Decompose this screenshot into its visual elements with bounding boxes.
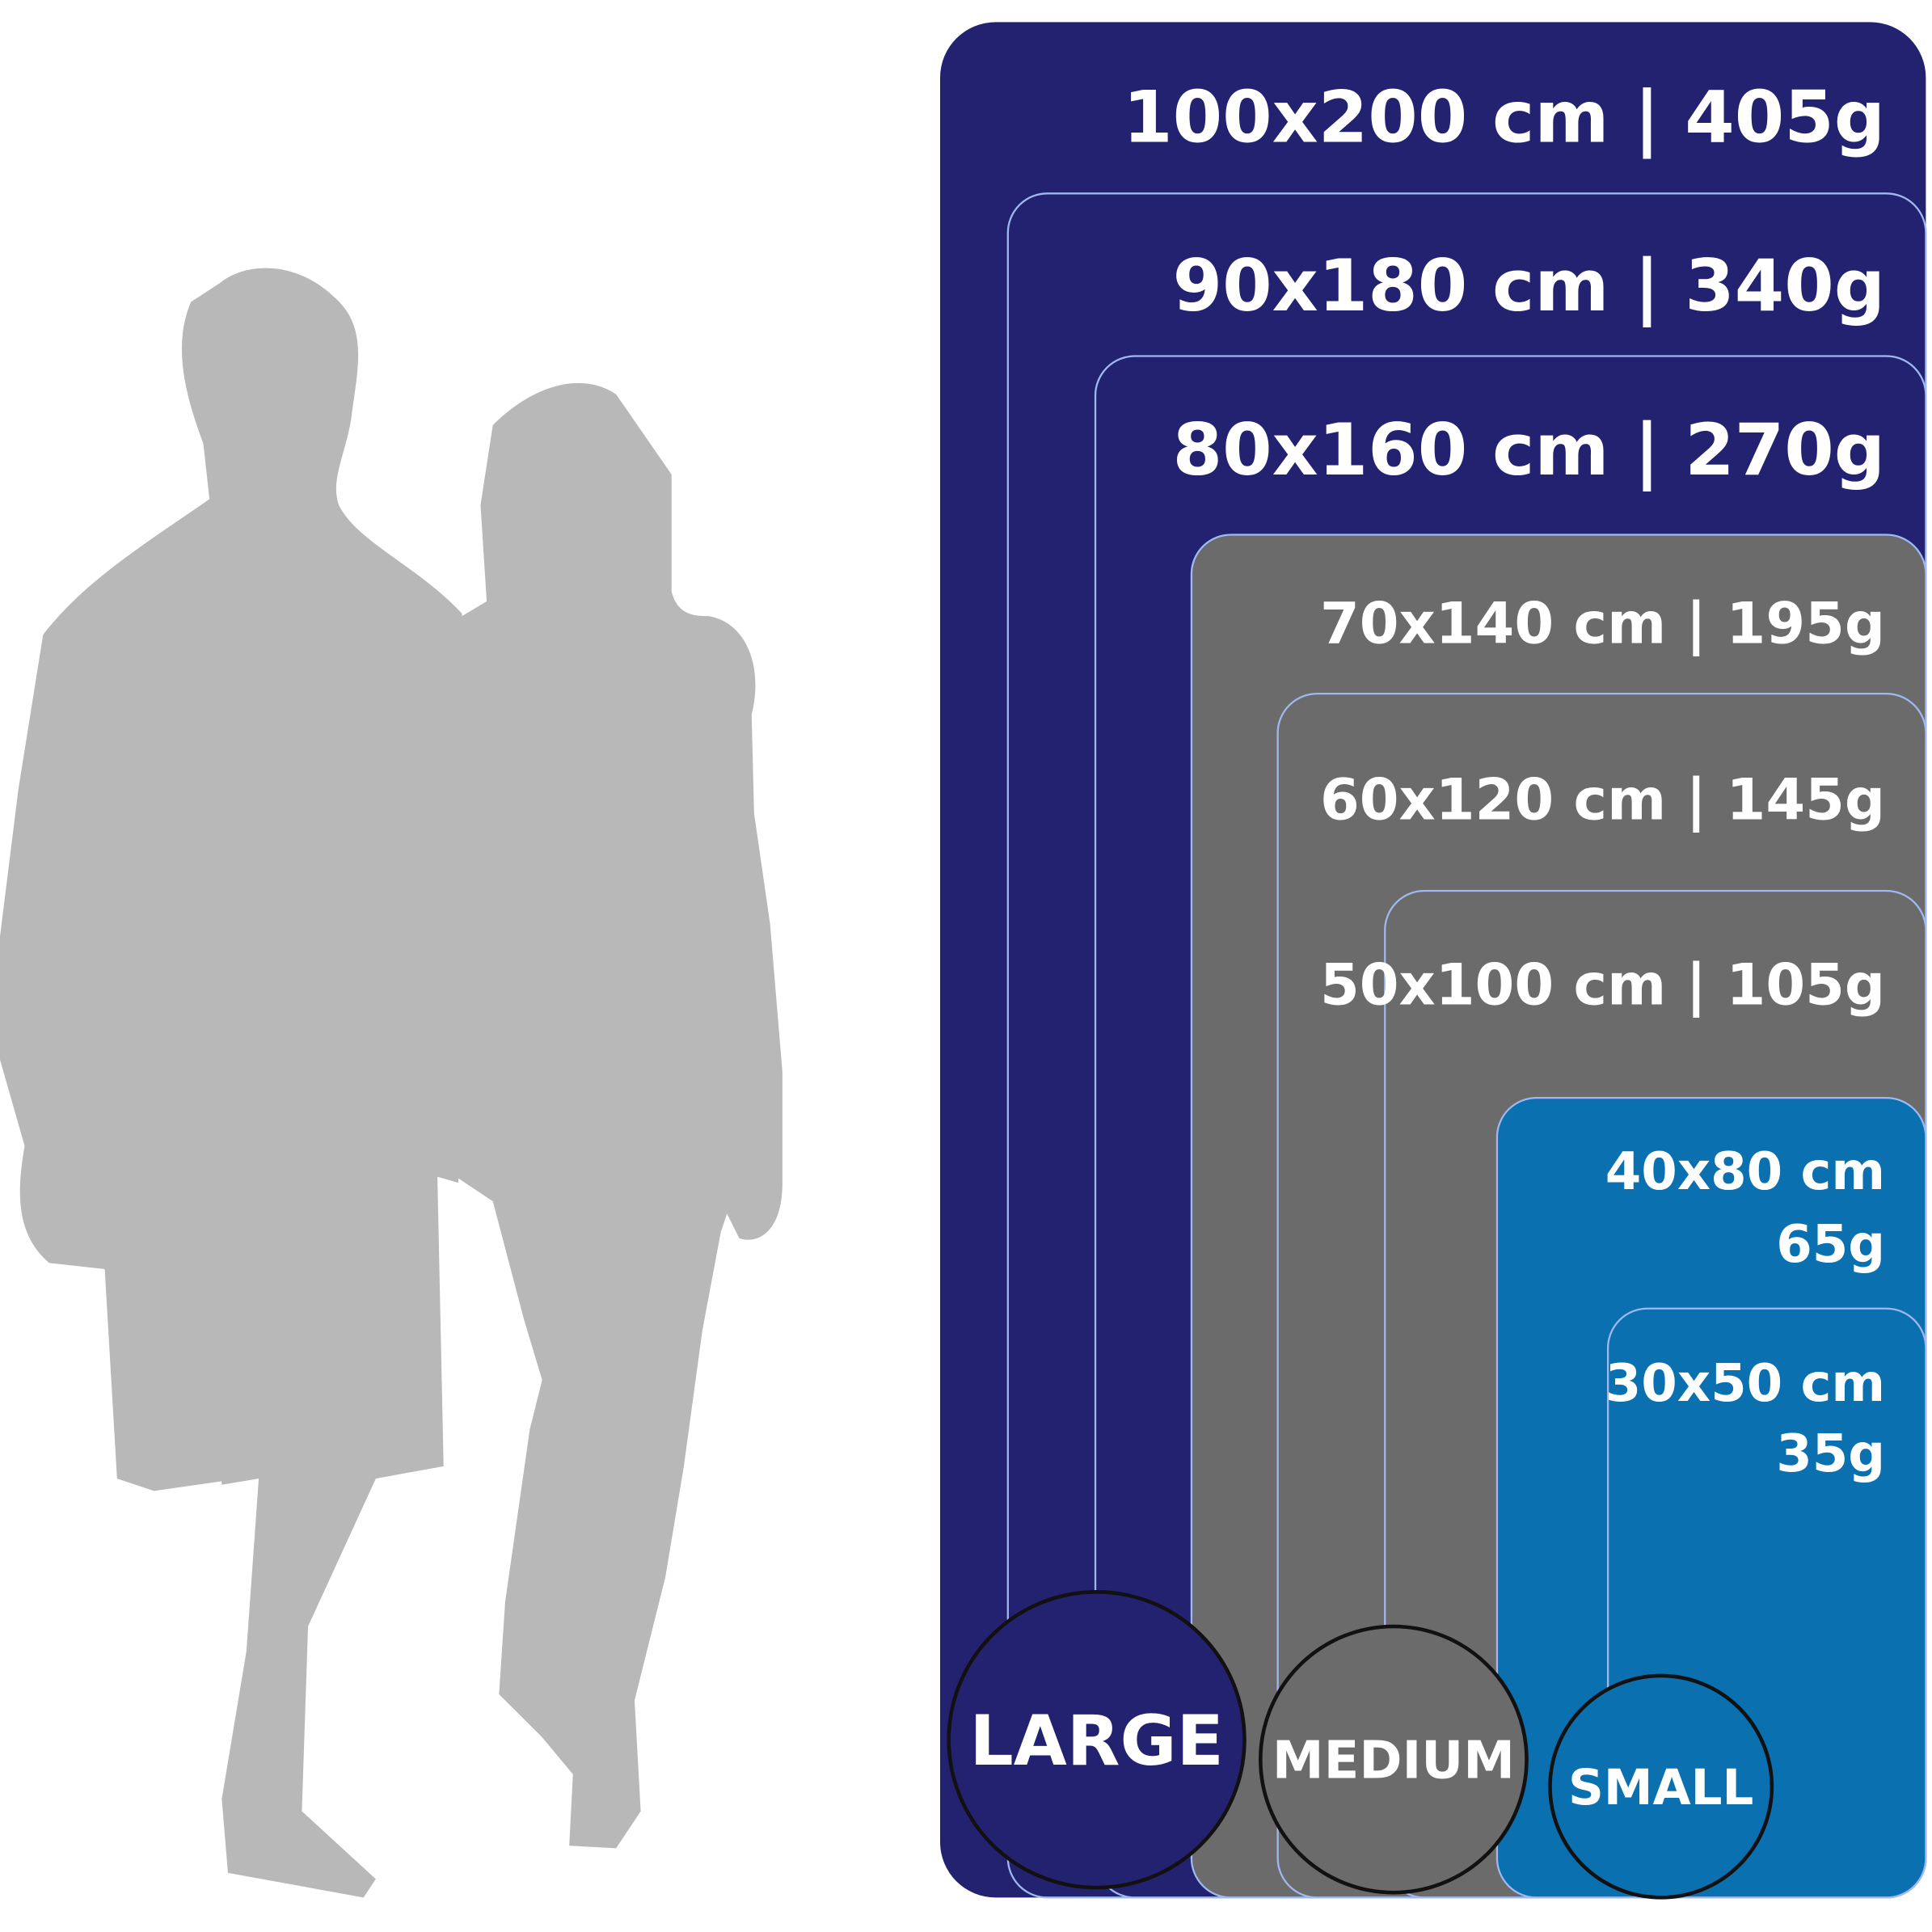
silhouettes xyxy=(0,268,783,1898)
size-label: 65g xyxy=(1776,1215,1885,1275)
size-label: 80x160 cm | 270g xyxy=(1173,408,1885,492)
man-silhouette xyxy=(0,268,462,1898)
size-badge xyxy=(1548,1673,1774,1900)
size-label: 70x140 cm | 195g xyxy=(1320,591,1885,657)
size-label: 30x50 cm xyxy=(1605,1354,1885,1414)
size-label: 60x120 cm | 145g xyxy=(1320,767,1885,833)
size-label: 100x200 cm | 405g xyxy=(1123,75,1885,159)
size-label: 40x80 cm xyxy=(1605,1142,1885,1202)
badge-label: SMALL xyxy=(1568,1759,1753,1816)
size-badge xyxy=(1259,1624,1529,1895)
woman-silhouette xyxy=(437,382,783,1849)
badge-label: MEDIUM xyxy=(1272,1732,1515,1791)
size-panels: 100x200 cm | 405g 90x180 cm | 340g 80x160 … xyxy=(939,22,1927,1899)
size-label: 90x180 cm | 340g xyxy=(1173,244,1885,328)
size-label: 50x100 cm | 105g xyxy=(1320,951,1885,1018)
size-badge xyxy=(947,1590,1247,1890)
badge-label: LARGE xyxy=(969,1702,1224,1782)
size-label: 35g xyxy=(1776,1424,1885,1484)
size-badges: LARGE MEDIUM SMALL xyxy=(947,1590,1774,1900)
